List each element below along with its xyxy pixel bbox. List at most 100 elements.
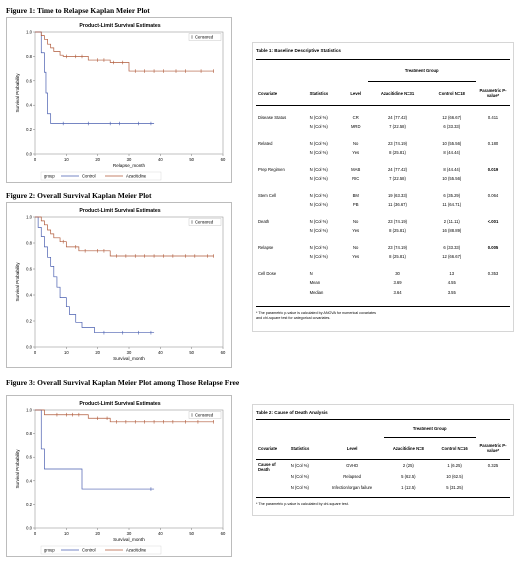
plot-area bbox=[34, 216, 224, 348]
table1-level: Yes bbox=[352, 228, 360, 234]
table1-row: Death N (Col %) No 23 (74.19) 2 (11.11) <.001 bbox=[256, 217, 510, 227]
x-tick-label: 50 bbox=[189, 350, 194, 355]
table1-covariate: Stem Cell bbox=[258, 192, 277, 198]
table1-control-value: 4.55 bbox=[447, 280, 456, 286]
table1-aza-value: 7 (22.58) bbox=[389, 176, 406, 182]
x-tick-label: 40 bbox=[158, 531, 163, 536]
table1-statistic: N (Col %) bbox=[309, 218, 328, 224]
y-tick-label: 0.8 bbox=[26, 241, 32, 246]
table1-aza-value: 23 (74.19) bbox=[387, 244, 408, 250]
x-axis-label: Relapse_month bbox=[113, 163, 146, 168]
y-tick-label: 1.0 bbox=[26, 215, 32, 220]
x-tick-label: 30 bbox=[127, 531, 132, 536]
table1-statistic: N bbox=[309, 270, 313, 276]
group-legend-control: Control bbox=[82, 174, 96, 179]
table2-header-statistics: Statistics bbox=[288, 437, 321, 460]
x-tick-label: 10 bbox=[64, 157, 69, 162]
x-tick-label: 40 bbox=[158, 350, 163, 355]
table1: Table 1: Baseline Descriptive Statistics… bbox=[256, 48, 510, 321]
table1-statistic: N (Col %) bbox=[309, 244, 328, 250]
table1-footnote: * The parametric p-value is calculated b… bbox=[256, 306, 510, 321]
table1-pvalue bbox=[476, 122, 510, 132]
table1-pvalue bbox=[476, 252, 510, 262]
y-tick-label: 0.4 bbox=[26, 293, 32, 298]
table1-aza-value: 3.64 bbox=[393, 289, 402, 295]
y-tick-label: 0.8 bbox=[26, 431, 32, 436]
censored-legend-label: Censored bbox=[195, 35, 214, 40]
x-tick-label: 0 bbox=[34, 157, 37, 162]
table1-covariate: Cell Dose bbox=[258, 270, 277, 276]
table2-row1-aza: 2 (25) bbox=[402, 462, 414, 468]
group-legend-control: Control bbox=[82, 548, 96, 553]
table1-covariate bbox=[256, 288, 308, 298]
table1-covariate: Prep Regimen bbox=[258, 166, 285, 172]
table1-control-value: 6 (33.33) bbox=[443, 124, 461, 130]
table1-aza-value: 30 bbox=[395, 270, 400, 276]
table1-statistic: N (Col %) bbox=[309, 202, 328, 208]
table1-control-value: 13 bbox=[449, 270, 455, 276]
censored-legend-label: Censored bbox=[195, 220, 214, 225]
figure1-caption: Figure 1: Time to Relapse Kaplan Meier P… bbox=[6, 6, 150, 15]
table1-covariate bbox=[256, 122, 308, 132]
table2-row1-level: GVHD bbox=[346, 462, 359, 468]
table1-grid: Treatment Group Covariate Statistics Lev… bbox=[256, 59, 510, 302]
x-tick-label: 0 bbox=[34, 350, 37, 355]
table1-aza-value: 24 (77.42) bbox=[387, 166, 408, 172]
table1-row: Related N (Col %) No 23 (74.19) 10 (55.56) 0.… bbox=[256, 139, 510, 149]
table1-control-value: 6 (33.33) bbox=[443, 244, 461, 250]
table2-pvalue: 0.325 bbox=[487, 462, 499, 468]
y-tick-label: 0.0 bbox=[26, 152, 32, 157]
table1-statistic: N (Col %) bbox=[309, 114, 328, 120]
table2-row3-control: 5 (31.25) bbox=[446, 484, 463, 490]
table1-control-value: 10 (55.56) bbox=[442, 176, 462, 182]
x-axis-label: Survival_month bbox=[113, 537, 145, 542]
table2-row3-level: Infection/organ failure bbox=[331, 484, 373, 490]
figure1-plot: Product-Limit Survival Estimates Censored… bbox=[6, 17, 232, 183]
censored-legend: Censored bbox=[188, 411, 222, 419]
table1-statistic: N (Col %) bbox=[309, 254, 328, 260]
table1-row: N (Col %) MRD 7 (22.58) 6 (33.33) bbox=[256, 122, 510, 132]
table1-covariate: Related bbox=[258, 140, 273, 146]
table2-row2-stat: N (Col %) bbox=[290, 473, 309, 479]
table1-row: N (Col %) Yes 8 (25.81) 8 (44.44) bbox=[256, 148, 510, 158]
x-tick-label: 30 bbox=[127, 350, 132, 355]
table1-header-pvalue: Parametric P-value* bbox=[476, 81, 510, 106]
group-legend: group Control Azacitidine bbox=[40, 545, 162, 555]
table2-row2-level: Relapsed bbox=[343, 473, 361, 479]
table1-control-value: 16 (88.89) bbox=[442, 228, 462, 234]
plot-title: Product-Limit Survival Estimates bbox=[79, 208, 160, 214]
table2-footnote: * The parametric p-value is calculated b… bbox=[256, 501, 349, 506]
table2-row2-aza: 5 (62.5) bbox=[401, 473, 416, 479]
km-curve-control bbox=[35, 409, 155, 490]
table1-header-level: Level bbox=[343, 81, 368, 106]
km-curve-control bbox=[35, 31, 155, 124]
group-legend-box bbox=[40, 545, 162, 555]
table1-pvalue: 0.180 bbox=[487, 140, 499, 146]
table1-statistic: N (Col %) bbox=[309, 192, 328, 198]
plot-title: Product-Limit Survival Estimates bbox=[79, 401, 160, 407]
table1-level bbox=[344, 269, 368, 279]
table1-control-value: 3.55 bbox=[447, 289, 456, 295]
table1-level: No bbox=[353, 218, 359, 224]
table1-header-covariate: Covariate bbox=[256, 81, 308, 106]
table1-pvalue: 0.064 bbox=[487, 192, 499, 198]
table1-pvalue: 0.411 bbox=[487, 114, 499, 120]
legend-box bbox=[188, 33, 222, 41]
table2-grid: Treatment Group Covariate Statistics Lev… bbox=[256, 419, 510, 493]
table1-control-value: 12 (66.67) bbox=[442, 254, 462, 260]
group-legend-azacitidine: Azacitidine bbox=[126, 548, 147, 553]
table1-control-value: 6 (35.29) bbox=[443, 192, 461, 198]
x-axis-label: Survival_month bbox=[113, 356, 145, 361]
table1-aza-value: 3.69 bbox=[393, 280, 402, 286]
x-tick-label: 50 bbox=[189, 157, 194, 162]
table1-pvalue: 0.019 bbox=[487, 166, 499, 172]
table1-pvalue: 0.353 bbox=[487, 270, 499, 276]
table1-row: N (Col %) PB 11 (36.67) 11 (64.71) bbox=[256, 200, 510, 210]
table1-control-value: 10 (55.56) bbox=[442, 140, 462, 146]
table1-aza-value: 24 (77.42) bbox=[387, 114, 408, 120]
x-tick-label: 60 bbox=[221, 157, 226, 162]
table1-statistic: N (Col %) bbox=[309, 124, 328, 130]
km-curve-azacitidine bbox=[35, 216, 214, 257]
table1-aza-value: 11 (36.67) bbox=[388, 202, 407, 208]
table1-control-value: 11 (64.71) bbox=[442, 202, 462, 208]
